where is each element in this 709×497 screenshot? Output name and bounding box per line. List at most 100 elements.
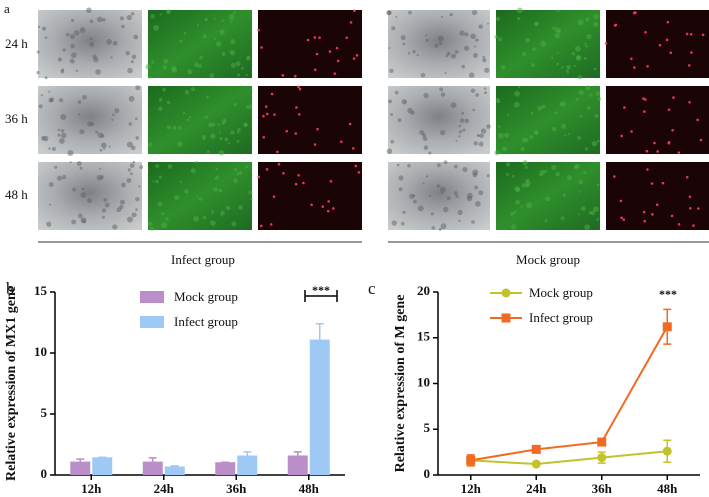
texture — [135, 197, 140, 202]
texture — [655, 203, 659, 207]
micrograph — [258, 10, 362, 78]
texture — [555, 27, 561, 33]
texture — [81, 219, 87, 224]
texture — [179, 39, 183, 43]
texture — [77, 213, 83, 219]
texture — [130, 12, 135, 16]
y-tick-label: 15 — [417, 329, 431, 344]
texture — [76, 161, 82, 166]
texture — [134, 117, 138, 121]
texture — [439, 87, 444, 92]
texture — [497, 100, 501, 104]
texture — [204, 17, 208, 22]
texture — [265, 168, 269, 171]
texture — [110, 56, 113, 59]
bar — [70, 461, 91, 475]
texture — [211, 122, 216, 127]
texture — [596, 139, 600, 143]
texture — [58, 137, 65, 144]
texture — [259, 224, 263, 228]
texture — [500, 64, 506, 70]
texture — [62, 48, 66, 52]
texture — [425, 175, 429, 178]
micrograph — [38, 86, 142, 154]
texture — [87, 198, 92, 204]
texture — [114, 108, 120, 114]
texture — [336, 59, 340, 63]
texture — [297, 85, 300, 89]
texture — [285, 129, 289, 133]
texture — [428, 194, 432, 197]
texture — [596, 218, 600, 221]
texture — [157, 201, 163, 207]
texture — [439, 129, 446, 136]
texture — [99, 175, 104, 180]
texture — [236, 172, 240, 176]
texture — [514, 210, 517, 214]
texture — [407, 52, 411, 55]
row-label: 24 h — [5, 36, 28, 51]
texture — [129, 172, 133, 176]
texture — [479, 133, 484, 139]
texture — [407, 163, 411, 168]
texture — [417, 205, 424, 212]
texture — [540, 40, 547, 47]
texture — [158, 97, 163, 102]
texture — [315, 52, 319, 56]
texture — [477, 134, 480, 137]
texture — [231, 221, 237, 227]
micrograph — [496, 86, 600, 154]
texture — [437, 35, 444, 42]
texture — [150, 226, 154, 231]
group-label: Infect group — [171, 252, 235, 267]
texture — [36, 50, 40, 54]
texture — [478, 24, 483, 29]
texture — [630, 57, 633, 61]
texture — [306, 38, 310, 42]
bar — [92, 457, 113, 475]
texture — [530, 63, 535, 68]
texture — [135, 136, 140, 140]
texture — [458, 124, 462, 128]
texture — [656, 150, 659, 153]
texture — [522, 160, 528, 166]
texture — [48, 90, 51, 93]
texture — [230, 62, 236, 68]
texture — [613, 175, 616, 178]
texture — [281, 74, 285, 77]
texture — [701, 33, 705, 37]
texture — [661, 181, 665, 185]
bar — [287, 455, 308, 475]
texture — [224, 137, 229, 142]
bar — [237, 455, 258, 475]
texture — [644, 98, 647, 101]
texture — [671, 128, 674, 132]
texture — [38, 104, 43, 109]
texture — [573, 64, 576, 67]
texture — [82, 94, 87, 100]
texture — [316, 127, 319, 131]
texture — [89, 41, 95, 47]
texture — [130, 145, 136, 151]
texture — [182, 111, 186, 115]
texture — [461, 111, 465, 115]
texture — [484, 91, 488, 95]
texture — [349, 21, 353, 24]
texture — [262, 135, 266, 139]
texture — [521, 51, 527, 57]
line — [470, 326, 669, 462]
texture — [54, 165, 58, 169]
texture — [430, 212, 434, 216]
panel-label: b — [6, 279, 15, 298]
texture — [688, 195, 692, 199]
texture — [525, 37, 530, 43]
bar — [164, 466, 185, 475]
texture — [177, 141, 183, 148]
texture — [407, 107, 413, 114]
texture — [232, 11, 236, 15]
row-label: 48 h — [5, 187, 28, 202]
texture — [510, 224, 517, 230]
texture — [560, 101, 567, 108]
texture — [167, 164, 173, 169]
texture — [475, 38, 479, 42]
